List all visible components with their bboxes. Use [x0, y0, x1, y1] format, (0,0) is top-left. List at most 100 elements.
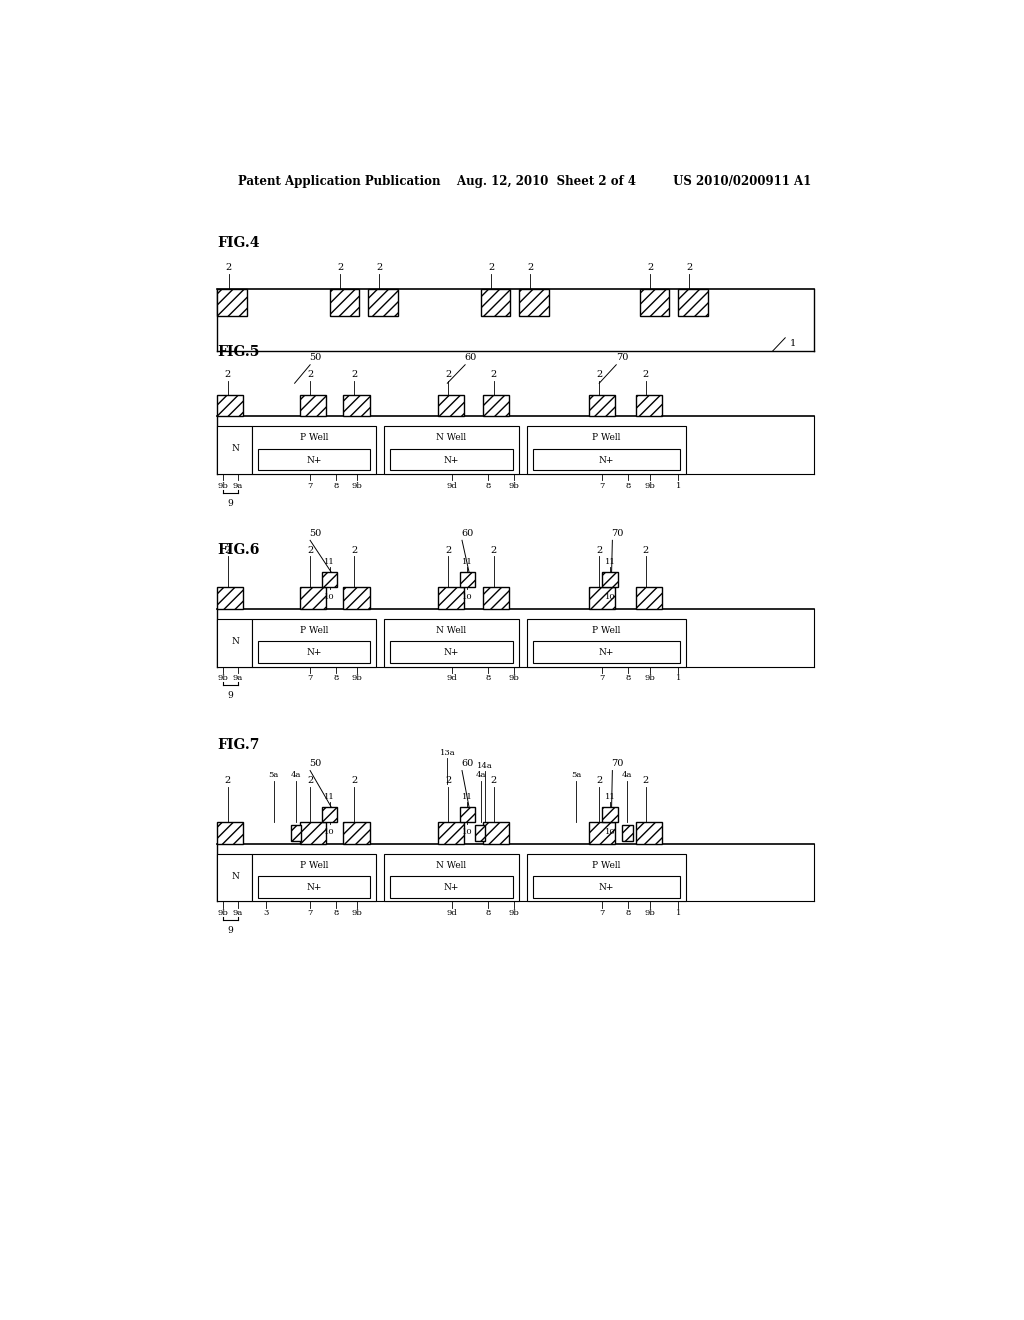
Text: FIG.6: FIG.6 [217, 543, 259, 557]
Text: 1: 1 [676, 909, 681, 917]
Bar [527, 619, 686, 667]
Text: 9: 9 [227, 927, 233, 935]
Bar [483, 395, 509, 416]
Text: 7: 7 [600, 675, 605, 682]
Text: 9b: 9b [509, 675, 519, 682]
Text: 11: 11 [462, 558, 473, 566]
Text: 50: 50 [309, 529, 322, 539]
Bar [623, 825, 633, 841]
Text: 2: 2 [351, 371, 357, 379]
Text: 2: 2 [647, 264, 653, 272]
Text: 2: 2 [445, 776, 452, 785]
Text: 2: 2 [225, 776, 231, 785]
Text: 8: 8 [626, 675, 631, 682]
Text: 11: 11 [325, 558, 335, 566]
Bar [252, 426, 376, 474]
Text: N+: N+ [599, 883, 614, 892]
Bar [384, 854, 519, 902]
Text: 9b: 9b [351, 675, 362, 682]
Text: 11: 11 [325, 792, 335, 800]
Text: 9b: 9b [509, 909, 519, 917]
Bar [217, 289, 247, 317]
Text: 9a: 9a [232, 482, 243, 490]
Text: 8: 8 [485, 675, 492, 682]
Text: 5a: 5a [570, 771, 581, 779]
Bar [640, 289, 669, 317]
Text: 10: 10 [325, 829, 335, 837]
Text: 2: 2 [445, 546, 452, 554]
Text: 9a: 9a [232, 675, 243, 682]
Text: P Well: P Well [300, 626, 328, 635]
Bar [480, 289, 510, 317]
Text: 60: 60 [465, 354, 477, 363]
Text: 4a: 4a [475, 771, 485, 779]
Text: 50: 50 [309, 759, 322, 768]
Bar [384, 619, 519, 667]
Bar [300, 822, 327, 843]
Text: 2: 2 [337, 264, 343, 272]
Text: 3: 3 [263, 909, 268, 917]
Bar [483, 587, 509, 609]
Bar [369, 289, 397, 317]
Text: N+: N+ [443, 648, 459, 657]
Bar [217, 395, 244, 416]
Text: N+: N+ [443, 455, 459, 465]
Text: N: N [231, 871, 239, 880]
Text: 9b: 9b [351, 482, 362, 490]
Text: 2: 2 [596, 546, 602, 554]
Bar [438, 822, 464, 843]
Bar [534, 642, 680, 663]
Text: P Well: P Well [592, 626, 621, 635]
Text: N Well: N Well [436, 433, 467, 442]
Text: 2: 2 [225, 371, 231, 379]
Text: 7: 7 [307, 909, 312, 917]
Bar [534, 449, 680, 470]
Bar [217, 854, 252, 902]
Bar [460, 807, 475, 822]
Text: P Well: P Well [592, 433, 621, 442]
Text: FIG.5: FIG.5 [217, 346, 259, 359]
Bar [589, 395, 615, 416]
Text: 9b: 9b [217, 675, 228, 682]
Bar [678, 289, 708, 317]
Text: 2: 2 [686, 264, 692, 272]
Bar [217, 619, 252, 667]
Text: 4a: 4a [291, 771, 301, 779]
Text: 5a: 5a [268, 771, 279, 779]
Text: 2: 2 [643, 776, 649, 785]
Text: 2: 2 [490, 371, 497, 379]
Text: FIG.4: FIG.4 [217, 236, 260, 249]
Bar [602, 572, 617, 587]
Text: 1: 1 [676, 482, 681, 490]
Text: FIG.7: FIG.7 [217, 738, 259, 752]
Text: 9: 9 [227, 692, 233, 700]
Text: 9b: 9b [351, 909, 362, 917]
Text: 2: 2 [643, 546, 649, 554]
Text: N+: N+ [306, 648, 322, 657]
Text: 10: 10 [605, 594, 615, 602]
Bar [483, 822, 509, 843]
Text: N Well: N Well [436, 626, 467, 635]
Bar [258, 642, 370, 663]
Text: 9b: 9b [644, 482, 655, 490]
Text: 8: 8 [626, 909, 631, 917]
Text: 2: 2 [351, 776, 357, 785]
Text: 10: 10 [462, 829, 473, 837]
Text: 2: 2 [307, 776, 313, 785]
Text: 2: 2 [490, 776, 497, 785]
Text: N: N [231, 445, 239, 453]
Text: 9d: 9d [446, 675, 458, 682]
Text: 2: 2 [225, 264, 231, 272]
Text: P Well: P Well [300, 861, 328, 870]
Text: 2: 2 [490, 546, 497, 554]
Text: 8: 8 [333, 482, 338, 490]
Text: 70: 70 [611, 759, 624, 768]
Text: 10: 10 [325, 594, 335, 602]
Text: 9: 9 [227, 499, 233, 508]
Bar [527, 854, 686, 902]
Bar [589, 822, 615, 843]
Bar [252, 854, 376, 902]
Text: P Well: P Well [592, 861, 621, 870]
Text: 2: 2 [488, 264, 495, 272]
Text: 60: 60 [462, 529, 473, 539]
